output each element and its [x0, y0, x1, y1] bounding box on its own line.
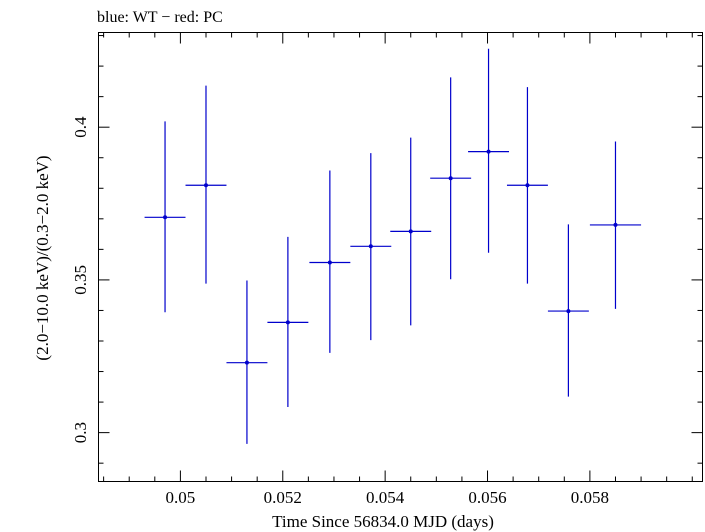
y-axis: 0.3 0.35 0.4: [71, 35, 703, 464]
data-marker: [163, 215, 168, 220]
data-point: [309, 170, 351, 353]
data-point: [390, 137, 432, 326]
data-point: [506, 87, 548, 284]
data-marker: [244, 360, 249, 365]
data-point: [267, 236, 309, 407]
y-tick-label: 0.35: [71, 265, 90, 295]
data-marker: [327, 260, 332, 265]
data-point: [589, 141, 642, 309]
x-tick-label: 0.05: [166, 488, 196, 507]
data-marker: [486, 149, 491, 154]
y-axis-label: (2.0−10.0 keV)/(0.3−2.0 keV): [33, 155, 52, 360]
data-point: [430, 77, 472, 280]
chart-title: blue: WT − red: PC: [97, 9, 223, 26]
x-tick-label: 0.056: [468, 488, 506, 507]
data-point: [185, 85, 227, 284]
data-marker: [566, 309, 571, 314]
x-tick-label: 0.058: [571, 488, 609, 507]
data-point: [547, 224, 589, 397]
data-marker: [368, 244, 373, 249]
data-marker: [448, 176, 453, 181]
x-axis-label: Time Since 56834.0 MJD (days): [272, 512, 494, 531]
data-point: [350, 153, 392, 341]
y-tick-label: 0.3: [71, 422, 90, 443]
data-marker: [525, 183, 530, 188]
y-tick-label: 0.4: [71, 116, 90, 138]
x-tick-label: 0.054: [366, 488, 405, 507]
data-point: [468, 48, 510, 253]
data-marker: [613, 222, 618, 227]
data-point: [226, 280, 268, 444]
data-marker: [203, 183, 208, 188]
data-series: [144, 48, 642, 444]
x-tick-label: 0.052: [264, 488, 302, 507]
plot-frame: [98, 32, 703, 482]
data-point: [144, 121, 186, 313]
data-marker: [408, 229, 413, 234]
data-marker: [285, 320, 290, 325]
x-axis: 0.05 0.052 0.054 0.056 0.058: [103, 32, 693, 507]
